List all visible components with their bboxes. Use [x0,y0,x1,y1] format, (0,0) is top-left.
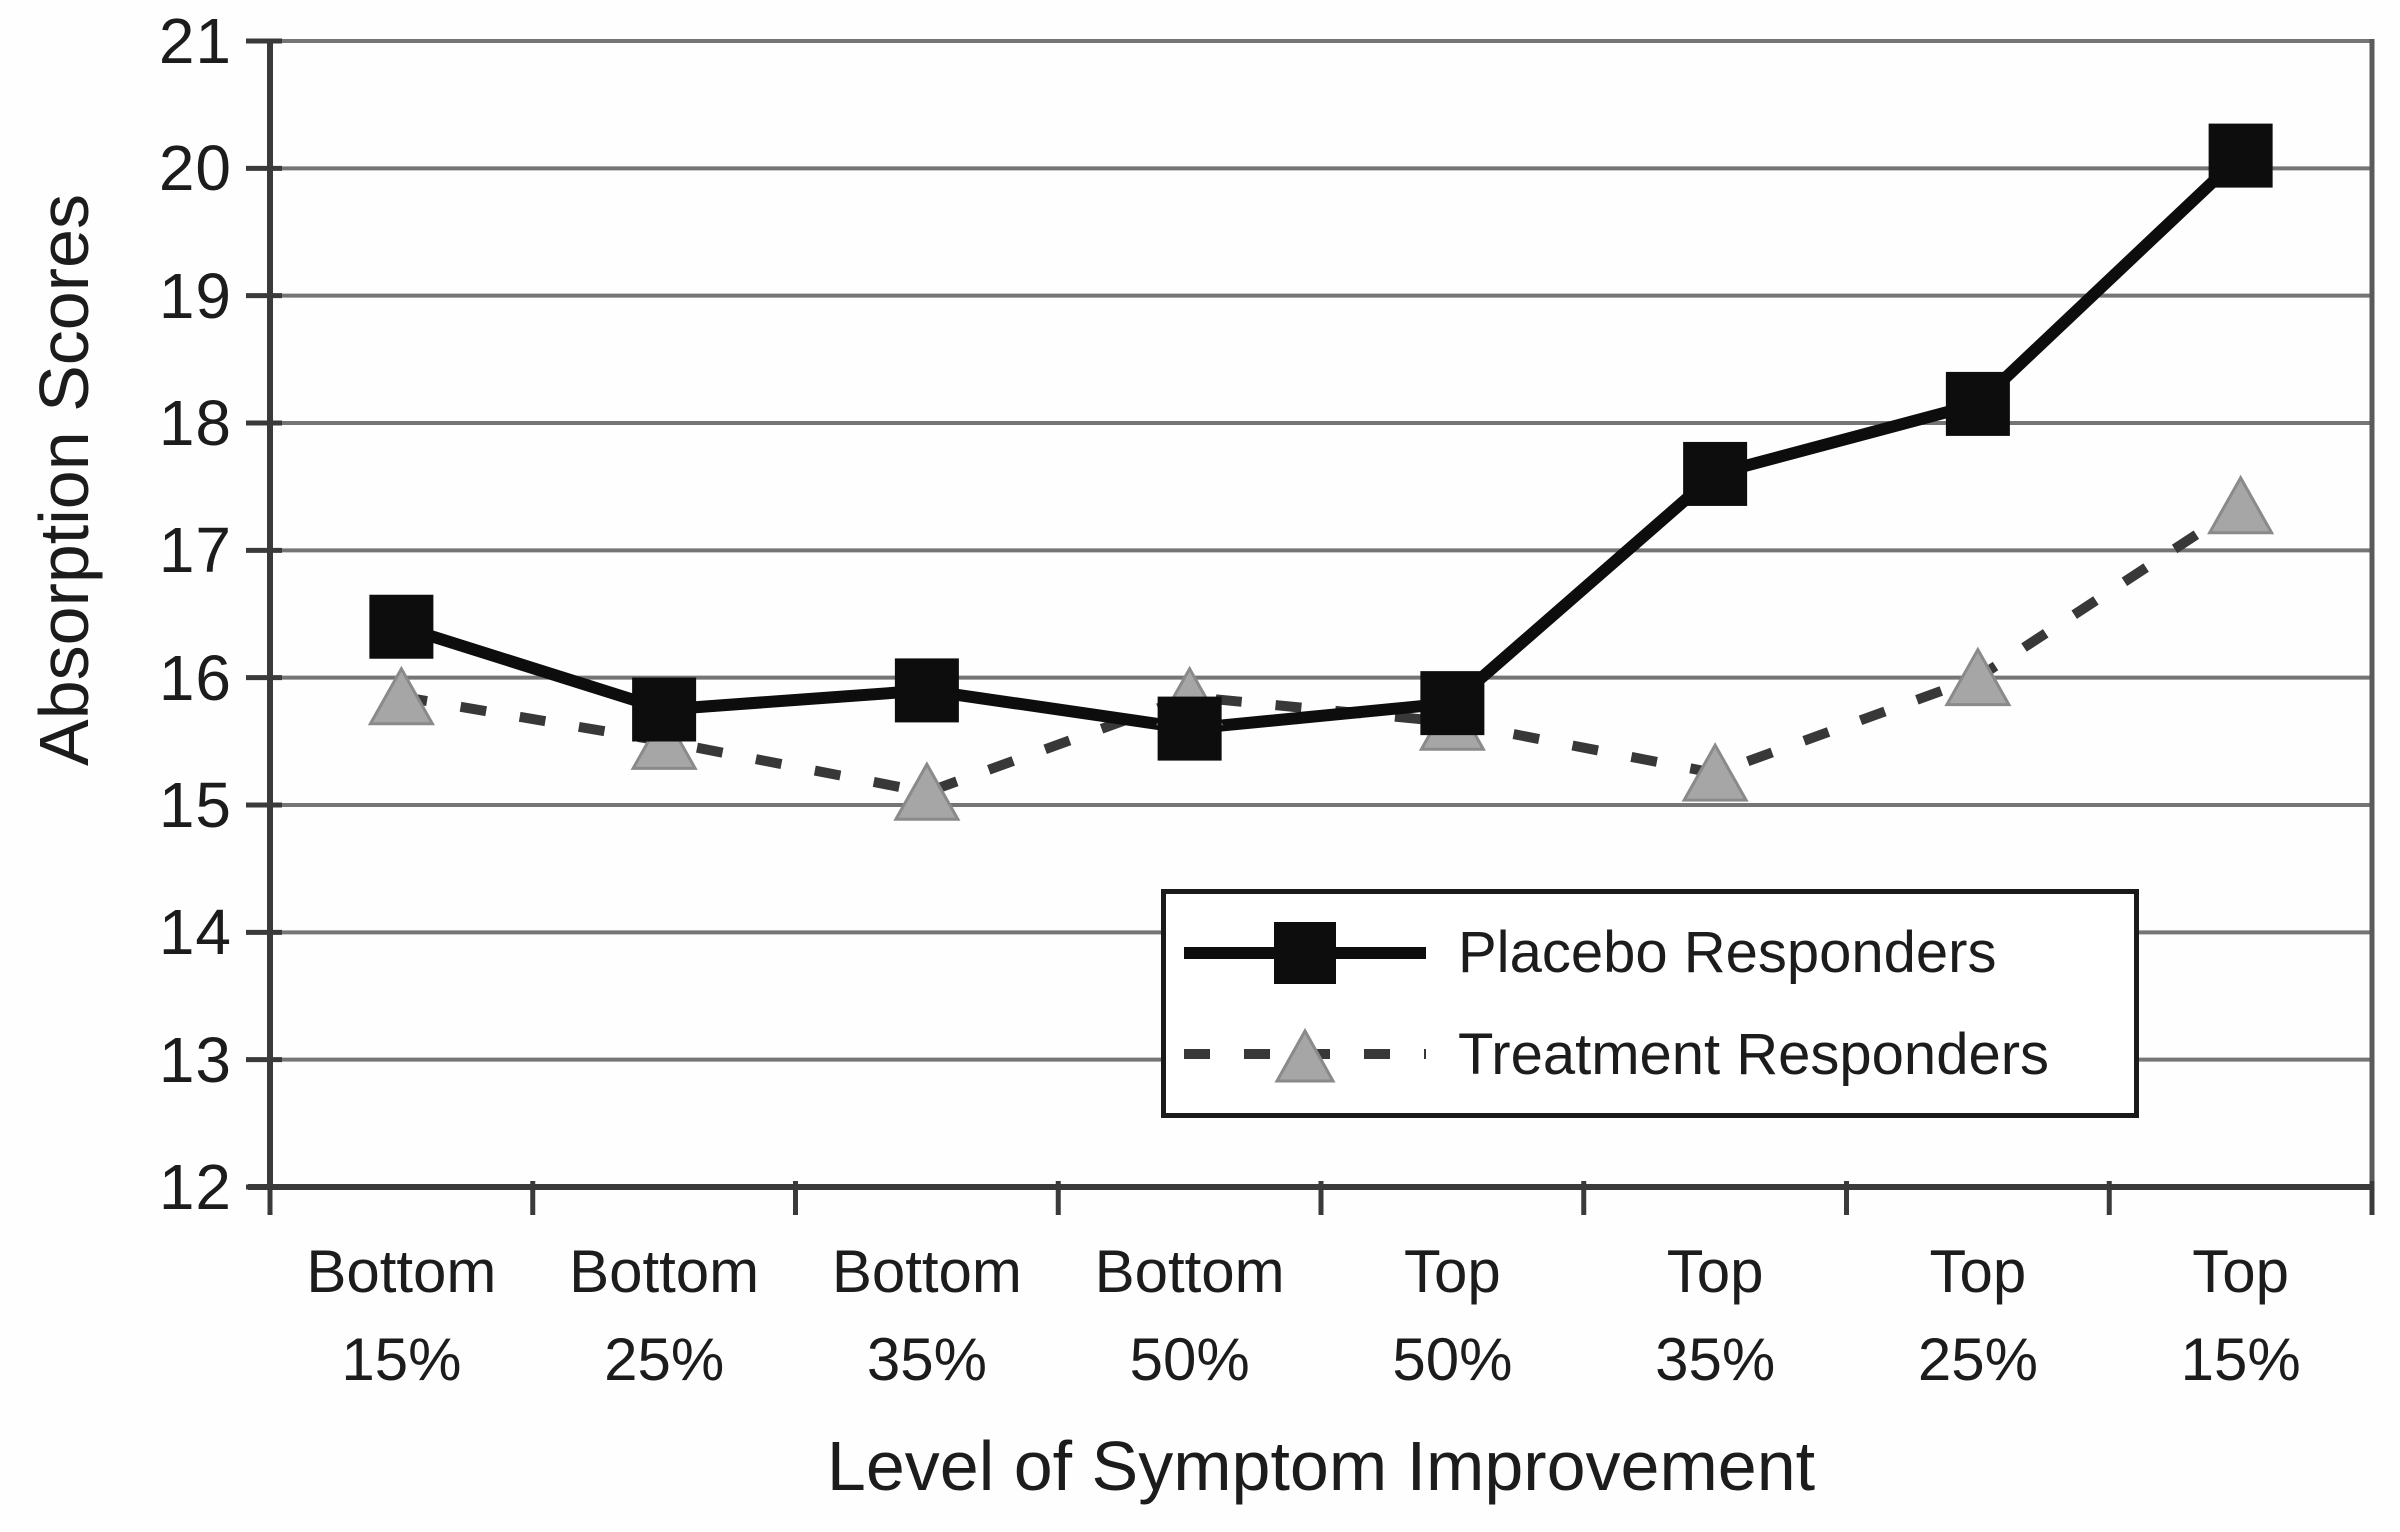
marker-square [1420,671,1485,736]
series-line-square [399,151,2245,735]
marker-square [632,677,697,742]
legend-marker-treatment-triangle-icon [1184,1028,1426,1083]
y-axis-title: Absorption Scores [25,194,103,766]
y-tick-label: 14 [158,896,232,969]
chart-legend: Placebo Responders Treatment Responders [1161,889,2139,1118]
marker-triangle [1944,646,2012,707]
y-tick-label: 16 [158,641,232,714]
legend-marker-placebo-square-icon [1184,921,1426,984]
legend-label-treatment: Treatment Responders [1458,1021,2050,1087]
y-tick-label: 15 [158,769,232,841]
x-category-label: Bottom 15% [306,1238,497,1393]
marker-triangle [367,665,435,726]
y-tick-label: 21 [158,5,232,77]
marker-square [1683,441,1748,506]
marker-triangle [1681,742,1749,802]
y-tick-label: 13 [158,1023,232,1096]
x-category-label: Top 25% [1917,1238,2038,1393]
marker-triangle [2207,474,2275,535]
marker-square [1945,371,2010,436]
marker-triangle [893,761,961,821]
marker-square [369,594,434,659]
x-category-label: Bottom 50% [1094,1238,1285,1393]
x-category-label: Bottom 25% [569,1238,760,1393]
x-category-label: Bottom 35% [831,1238,1022,1393]
marker-square [894,658,959,723]
legend-entry-treatment: Treatment Responders [1180,1015,2134,1093]
y-tick-label: 17 [158,514,232,587]
y-tick-label: 19 [158,259,232,332]
marker-square [2208,123,2273,188]
x-category-label: Top 50% [1392,1238,1513,1393]
x-category-label: Top 35% [1655,1238,1776,1393]
y-tick-label: 20 [158,132,232,205]
x-category-label: Top 15% [2180,1238,2301,1393]
legend-entry-placebo: Placebo Responders [1180,914,2134,992]
y-tick-label: 12 [158,1151,232,1223]
marker-square [1157,696,1222,761]
legend-label-placebo: Placebo Responders [1458,920,1997,986]
x-axis-title: Level of Symptom Improvement [826,1427,1816,1505]
series-line-triangle [400,501,2244,798]
y-tick-label: 18 [158,387,232,459]
